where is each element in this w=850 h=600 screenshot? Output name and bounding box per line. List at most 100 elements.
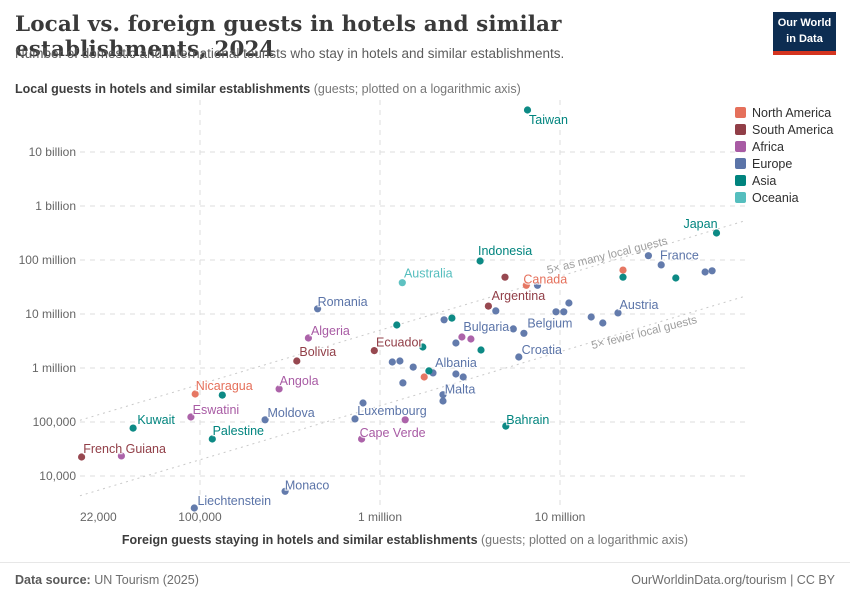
data-source: Data source: UN Tourism (2025) [15, 573, 199, 587]
legend-label: Africa [752, 139, 784, 154]
data-point-nicaragua[interactable] [191, 390, 199, 398]
data-point[interactable] [420, 373, 428, 381]
data-point-argentina[interactable] [484, 302, 492, 310]
owid-logo[interactable]: Our World in Data [773, 12, 836, 55]
data-point[interactable] [393, 321, 401, 329]
data-point[interactable] [458, 333, 466, 341]
country-label-japan: Japan [683, 217, 717, 231]
data-point-angola[interactable] [275, 385, 283, 393]
country-label-ecuador: Ecuador [376, 336, 423, 350]
data-point-japan[interactable] [712, 229, 721, 237]
data-point-belgium[interactable] [520, 329, 528, 337]
legend-item-africa[interactable]: Africa [735, 138, 833, 155]
data-point[interactable] [701, 268, 709, 276]
legend-label: Asia [752, 173, 777, 188]
x-tick-label: 1 million [358, 510, 402, 524]
country-label-nicaragua: Nicaragua [196, 379, 253, 393]
data-point-french-guiana[interactable] [78, 453, 86, 461]
data-point[interactable] [492, 307, 500, 315]
data-point-ecuador[interactable] [370, 347, 378, 355]
data-point-monaco[interactable] [281, 487, 289, 495]
country-label-france: France [660, 249, 699, 263]
country-label-australia: Australia [404, 267, 453, 281]
country-label-palestine: Palestine [213, 424, 264, 438]
country-label-belgium: Belgium [527, 316, 572, 330]
data-point[interactable] [619, 266, 627, 274]
data-point[interactable] [396, 357, 404, 365]
data-point-taiwan[interactable] [523, 106, 532, 114]
reference-line [79, 295, 746, 497]
license-link[interactable]: OurWorldinData.org/tourism | CC BY [631, 573, 835, 587]
data-point[interactable] [708, 267, 716, 275]
data-point[interactable] [560, 308, 568, 316]
country-label-monaco: Monaco [285, 478, 330, 492]
data-point-eswatini[interactable] [187, 413, 195, 421]
data-point[interactable] [440, 316, 448, 324]
data-point[interactable] [533, 281, 542, 289]
y-tick-label: 1 million [32, 361, 76, 375]
data-point-bulgaria[interactable] [509, 325, 517, 333]
legend-swatch-icon [735, 107, 746, 118]
legend-label: Europe [752, 156, 793, 171]
y-tick-label: 1 billion [35, 199, 76, 213]
data-point-australia[interactable] [398, 279, 406, 287]
data-point[interactable] [672, 274, 680, 282]
reference-line [79, 220, 746, 421]
data-point-liechtenstein[interactable] [190, 504, 198, 512]
data-point[interactable] [425, 367, 433, 375]
country-label-angola: Angola [280, 374, 319, 388]
legend-item-oceania[interactable]: Oceania [735, 189, 833, 206]
data-point-bahrain[interactable] [502, 422, 510, 430]
data-point[interactable] [619, 273, 627, 281]
legend-label: North America [752, 105, 832, 120]
legend-item-asia[interactable]: Asia [735, 172, 833, 189]
data-point[interactable] [448, 314, 456, 322]
data-point-france[interactable] [644, 252, 653, 260]
legend-item-europe[interactable]: Europe [735, 155, 833, 172]
data-point-austria[interactable] [614, 309, 622, 317]
legend-swatch-icon [735, 158, 746, 169]
data-point[interactable] [552, 308, 560, 316]
data-point-canada[interactable] [522, 281, 530, 289]
y-axis-title-note: (guests; plotted on a logarithmic axis) [310, 82, 521, 96]
owid-logo-line1: Our World [777, 17, 832, 29]
data-point-kuwait[interactable] [129, 424, 137, 432]
data-point[interactable] [452, 339, 460, 347]
data-point[interactable] [117, 452, 125, 460]
data-point-luxembourg[interactable] [351, 415, 359, 423]
data-point-romania[interactable] [314, 305, 322, 313]
data-point[interactable] [399, 379, 407, 387]
y-tick-label: 100,000 [33, 415, 77, 429]
country-label-malta: Malta [445, 383, 476, 397]
data-point[interactable] [409, 363, 417, 371]
legend-item-south-america[interactable]: South America [735, 121, 833, 138]
data-point-palestine[interactable] [208, 435, 216, 443]
data-point[interactable] [218, 391, 226, 399]
data-point[interactable] [599, 319, 607, 327]
data-point[interactable] [467, 335, 475, 343]
data-point[interactable] [459, 373, 467, 381]
page-title: Local vs. foreign guests in hotels and s… [15, 12, 562, 62]
data-point[interactable] [359, 399, 367, 407]
page-subtitle: Number of domestic and international tou… [15, 46, 565, 61]
data-point[interactable] [439, 397, 447, 405]
data-point[interactable] [419, 343, 427, 351]
data-point[interactable] [587, 313, 595, 321]
legend-item-north-america[interactable]: North America [735, 104, 833, 121]
data-point-croatia[interactable] [515, 353, 523, 361]
data-point[interactable] [477, 346, 485, 354]
data-point[interactable] [388, 358, 396, 366]
data-point-cape-verde[interactable] [358, 435, 366, 443]
data-point[interactable] [401, 416, 409, 424]
data-point[interactable] [501, 273, 509, 281]
data-point[interactable] [657, 261, 665, 269]
owid-logo-line2: in Data [786, 32, 823, 45]
data-point-bolivia[interactable] [293, 357, 301, 365]
data-point[interactable] [565, 299, 573, 307]
data-point-malta[interactable] [439, 391, 447, 399]
data-point-moldova[interactable] [261, 416, 269, 424]
data-point-algeria[interactable] [304, 334, 312, 342]
data-point[interactable] [452, 370, 460, 378]
data-point-indonesia[interactable] [476, 257, 484, 265]
